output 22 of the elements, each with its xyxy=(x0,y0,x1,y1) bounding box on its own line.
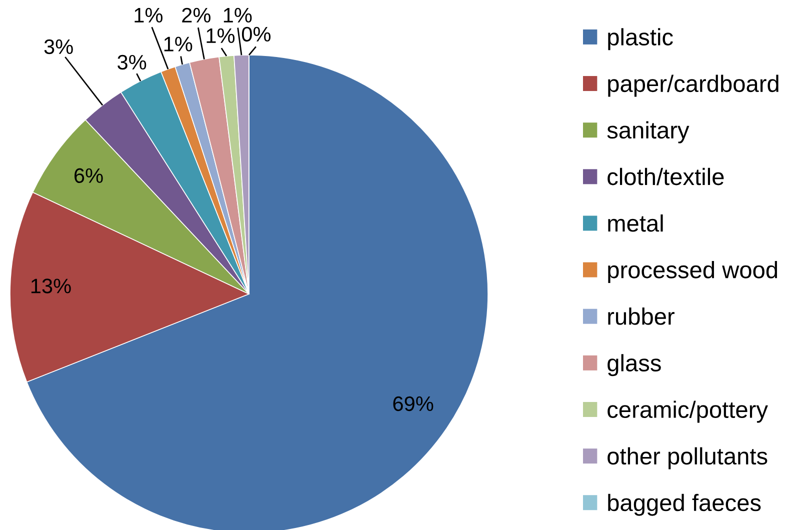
data-label: 69% xyxy=(393,396,434,412)
legend-label: paper/cardboard xyxy=(608,74,778,97)
legend-label: ceramic/pottery xyxy=(608,400,768,423)
legend-label: processed wood xyxy=(608,260,778,284)
text: 0% xyxy=(242,26,271,42)
legend-label: cloth/textile xyxy=(608,168,724,186)
data-label: 3% xyxy=(118,54,146,70)
legend-label: glass xyxy=(608,354,661,376)
legend-label: bagged faeces xyxy=(608,494,761,516)
data-label: 1% xyxy=(206,28,235,43)
legend-label: other pollutants xyxy=(608,447,768,470)
data-label: 2% xyxy=(182,8,210,23)
data-label: 1% xyxy=(224,8,252,23)
data-label: 13% xyxy=(31,278,71,294)
legend-label: rubber xyxy=(608,308,674,325)
data-label: 6% xyxy=(74,168,103,183)
legend-label: metal xyxy=(608,214,663,232)
data-label: 1% xyxy=(164,36,192,52)
legend-label: plastic xyxy=(608,28,673,50)
data-label: 3% xyxy=(44,39,73,54)
data-label: 1% xyxy=(134,8,162,23)
legend-label: sanitary xyxy=(607,121,690,144)
